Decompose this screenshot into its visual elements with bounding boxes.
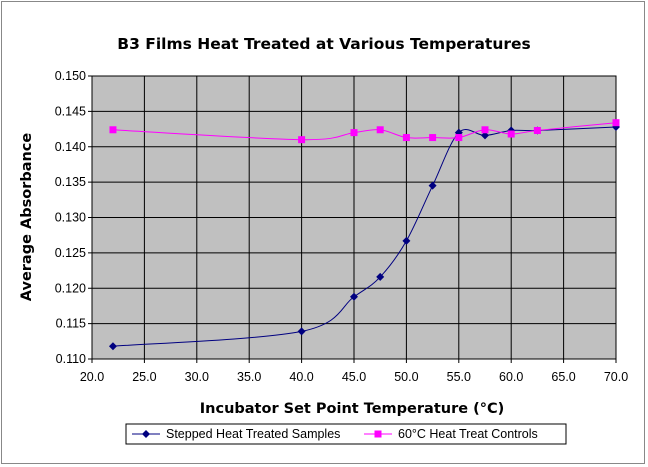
data-point bbox=[402, 236, 411, 245]
y-tick-label: 0.110 bbox=[56, 352, 86, 366]
data-point bbox=[455, 134, 463, 142]
x-axis-ticks: 20.0 25.0 30.0 35.0 40.0 45.0 50.0 55.0 60.0 65.0… bbox=[80, 370, 628, 384]
data-point bbox=[507, 130, 515, 138]
x-tick-label: 65.0 bbox=[551, 370, 575, 384]
data-point bbox=[376, 272, 385, 281]
data-point bbox=[612, 119, 620, 127]
series-2 bbox=[109, 119, 620, 144]
x-tick-label: 30.0 bbox=[185, 370, 209, 384]
data-point bbox=[481, 131, 489, 140]
y-tick-label: 0.120 bbox=[55, 281, 86, 295]
x-tick-label: 25.0 bbox=[132, 370, 156, 384]
y-tick-label: 0.150 bbox=[55, 69, 86, 83]
y-tick-label: 0.140 bbox=[55, 140, 86, 154]
data-point bbox=[297, 327, 306, 336]
series-line bbox=[112, 126, 617, 347]
data-point bbox=[350, 129, 358, 137]
y-tick-label: 0.115 bbox=[56, 317, 86, 331]
legend-swatch-marker bbox=[374, 430, 382, 438]
series-line bbox=[112, 122, 617, 141]
y-tick-label: 0.125 bbox=[55, 246, 86, 260]
x-tick-label: 40.0 bbox=[289, 370, 313, 384]
data-point bbox=[429, 134, 437, 142]
x-tick-label: 55.0 bbox=[447, 370, 471, 384]
legend-swatch-marker bbox=[142, 430, 150, 438]
data-point bbox=[533, 126, 541, 134]
legend-box bbox=[125, 423, 567, 445]
legend-label: 60°C Heat Treat Controls bbox=[398, 427, 538, 441]
legend: Stepped Heat Treated Samples 60°C Heat Tr… bbox=[125, 423, 567, 445]
data-point bbox=[298, 136, 306, 144]
x-tick-label: 70.0 bbox=[604, 370, 628, 384]
x-tick-label: 45.0 bbox=[342, 370, 366, 384]
data-point bbox=[376, 126, 384, 134]
x-tick-label: 20.0 bbox=[80, 370, 104, 384]
y-tick-label: 0.130 bbox=[55, 211, 86, 225]
y-tick-label: 0.145 bbox=[55, 104, 86, 118]
x-tick-label: 60.0 bbox=[499, 370, 523, 384]
series-layer bbox=[108, 119, 620, 351]
data-point bbox=[481, 126, 489, 134]
data-point bbox=[350, 292, 358, 301]
data-point bbox=[402, 134, 410, 142]
x-tick-label: 35.0 bbox=[237, 370, 261, 384]
data-point bbox=[428, 181, 437, 190]
data-point bbox=[109, 126, 117, 134]
x-tick-label: 50.0 bbox=[394, 370, 418, 384]
plot-border bbox=[91, 75, 617, 360]
chart-title: B3 Films Heat Treated at Various Tempera… bbox=[117, 35, 530, 53]
data-point bbox=[108, 342, 117, 351]
x-axis-title: Incubator Set Point Temperature (°C) bbox=[200, 401, 505, 417]
y-tick-label: 0.135 bbox=[55, 175, 86, 189]
legend-label: Stepped Heat Treated Samples bbox=[166, 427, 340, 441]
y-axis-title: Average Absorbance bbox=[19, 133, 35, 302]
y-axis-ticks: 0.110 0.115 0.120 0.125 0.130 0.135 0.140 0.145… bbox=[55, 69, 86, 366]
